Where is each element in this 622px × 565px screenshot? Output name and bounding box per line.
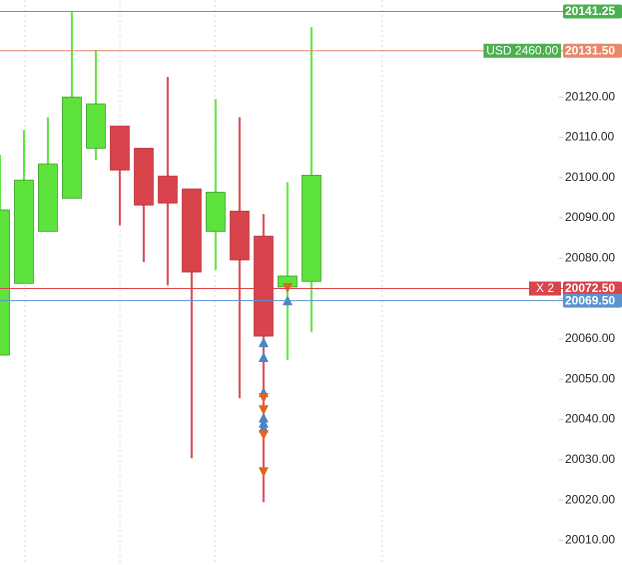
price-label-bg [563, 4, 622, 19]
y-tick-label: 20090.00 [565, 210, 615, 224]
candle-body [109, 125, 130, 171]
trade-marker [258, 405, 269, 416]
candle-body [133, 147, 154, 206]
y-tick-label: 20030.00 [565, 452, 615, 466]
price-label: 20072.50 [565, 281, 615, 295]
trade-marker [258, 412, 269, 423]
trade-marker [258, 393, 269, 404]
plot [0, 10, 563, 503]
price-label-bg [563, 281, 622, 296]
candle-body [157, 175, 178, 204]
price-tag: X 2 [536, 281, 554, 295]
candle-body [85, 103, 106, 149]
candle-body [181, 188, 202, 273]
y-tick-label: 20100.00 [565, 170, 615, 184]
trade-marker [258, 430, 269, 441]
price-tag: USD 2460.00 [486, 43, 558, 57]
candle-body [61, 96, 82, 199]
candle-body [229, 210, 250, 261]
candle-body [14, 179, 34, 284]
price-label-bg [563, 43, 622, 58]
y-tick-label: 20120.00 [565, 89, 615, 103]
trade-marker [258, 337, 269, 348]
price-label: 20069.50 [565, 293, 615, 307]
price-axis: 20010.00 20020.00 20030.00 20040.00 20050.00… [483, 4, 622, 547]
price-tag-bg [483, 43, 561, 58]
price-label-bg [563, 293, 622, 308]
y-tick-label: 20050.00 [565, 371, 615, 385]
candle-body [205, 191, 226, 232]
candle-body [0, 209, 10, 356]
y-tick-label: 20010.00 [565, 533, 615, 547]
candle-body [38, 163, 58, 232]
candle-body [253, 235, 274, 337]
y-tick-label: 20040.00 [565, 412, 615, 426]
y-tick-label: 20060.00 [565, 331, 615, 345]
price-label: 20141.25 [565, 4, 615, 18]
y-tick-label: 20110.00 [565, 130, 614, 144]
candle-body [301, 174, 322, 282]
price-label: 20131.50 [565, 43, 615, 57]
y-tick-label: 20020.00 [565, 492, 615, 506]
trade-marker [258, 422, 269, 433]
price-tag-bg [529, 281, 561, 296]
trade-marker [258, 467, 269, 478]
trade-marker [258, 352, 269, 363]
y-tick-label: 20080.00 [565, 250, 615, 264]
